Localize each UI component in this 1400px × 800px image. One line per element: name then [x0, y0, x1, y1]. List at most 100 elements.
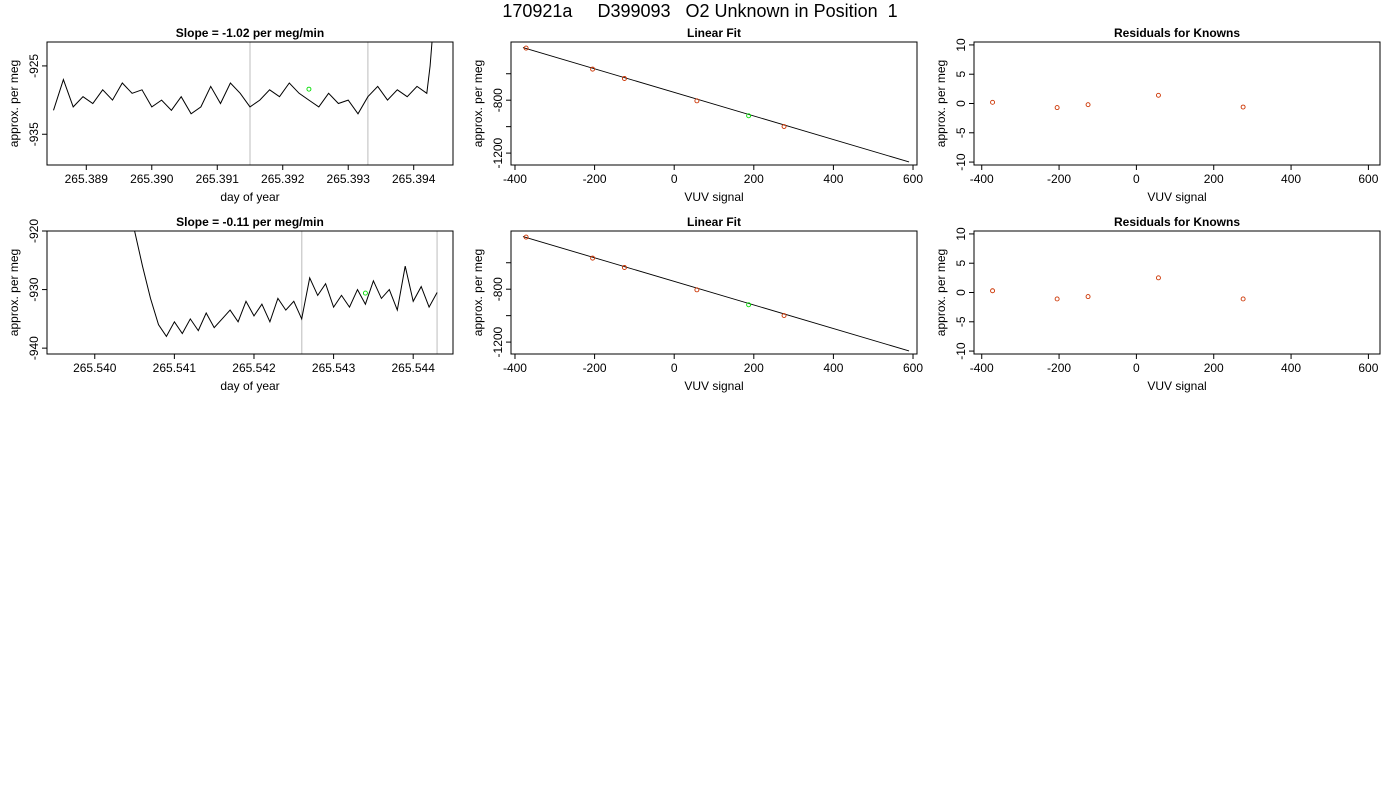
y-axis-label: approx. per meg: [934, 249, 948, 336]
x-tick-label: -400: [970, 172, 994, 186]
x-tick-label: 265.543: [312, 361, 356, 375]
y-tick-label: -920: [27, 219, 41, 243]
x-tick-label: 200: [744, 361, 764, 375]
plot-frame: [973, 41, 1381, 166]
y-tick-label: -800: [491, 277, 505, 301]
known-point: [990, 288, 996, 294]
known-point: [621, 76, 627, 81]
known-point: [1240, 104, 1246, 110]
x-tick-label: -200: [1047, 172, 1071, 186]
known-point: [621, 265, 627, 270]
y-tick-label: -1200: [491, 137, 505, 168]
y-tick-label: -940: [27, 336, 41, 360]
known-point: [1240, 296, 1246, 302]
x-tick-label: 265.541: [153, 361, 197, 375]
chart-residuals-2: -400 -200 0 200 400 600 10 5 0 -5 -10 Residuals for…: [934, 215, 1381, 393]
y-tick-label: -10: [954, 342, 968, 360]
x-tick-label: -200: [583, 361, 607, 375]
chart-timeseries-2: 265.540 265.541 265.542 265.543 265.544 -920 -…: [7, 215, 454, 393]
y-tick-label: -800: [491, 88, 505, 112]
x-tick-label: 265.542: [232, 361, 276, 375]
y-axis-label: approx. per meg: [471, 249, 485, 336]
unknown-point: [746, 302, 752, 308]
x-tick-label: 0: [671, 361, 678, 375]
y-tick-label: 5: [954, 260, 968, 267]
y-tick-label: 0: [954, 100, 968, 107]
x-tick-label: 0: [1133, 361, 1140, 375]
y-tick-label: 10: [954, 227, 968, 241]
chart-title: Linear Fit: [687, 26, 741, 40]
x-tick-label: 200: [744, 172, 764, 186]
y-tick-label: -10: [954, 153, 968, 171]
chart-timeseries-1: 265.389 265.390 265.391 265.392 265.393 265.3…: [7, 26, 454, 204]
y-tick-label: 5: [954, 71, 968, 78]
x-tick-label: -200: [583, 172, 607, 186]
x-tick-label: -200: [1047, 361, 1071, 375]
known-point: [694, 98, 700, 104]
chart-linearfit-1: -400 -200 0 200 400 600 -800 -1200 Linear Fit VUV…: [471, 26, 923, 204]
chart-title: Residuals for Knowns: [1114, 215, 1240, 229]
x-tick-label: 400: [823, 172, 843, 186]
chart-linearfit-2: -400 -200 0 200 400 600 -800 -1200 Linear Fit VUV…: [471, 215, 923, 393]
x-tick-label: 200: [1204, 361, 1224, 375]
x-tick-label: 265.540: [73, 361, 117, 375]
known-point: [590, 255, 596, 261]
x-tick-label: 265.394: [392, 172, 436, 186]
fit-line: [522, 236, 910, 352]
x-tick-label: 400: [1281, 361, 1301, 375]
x-tick-label: 400: [823, 361, 843, 375]
known-point: [1155, 275, 1161, 281]
known-point: [523, 234, 529, 240]
known-point: [523, 45, 529, 51]
series-line: [53, 42, 433, 115]
x-tick-label: 600: [903, 172, 923, 186]
chart-title: Slope = -0.11 per meg/min: [176, 215, 324, 229]
x-tick-label: 0: [1133, 172, 1140, 186]
known-point: [1085, 102, 1091, 108]
known-point: [990, 99, 996, 105]
known-point: [781, 124, 787, 129]
unknown-point: [746, 113, 752, 119]
x-tick-label: 265.544: [392, 361, 436, 375]
fit-line: [522, 47, 910, 163]
x-axis-label: VUV signal: [1147, 379, 1206, 393]
known-point: [1085, 294, 1091, 300]
x-tick-label: 600: [1358, 361, 1378, 375]
x-tick-label: -400: [970, 361, 994, 375]
y-axis-label: approx. per meg: [7, 249, 21, 336]
x-tick-label: 0: [671, 172, 678, 186]
x-axis-label: VUV signal: [684, 379, 743, 393]
x-tick-label: 400: [1281, 172, 1301, 186]
x-axis-label: day of year: [220, 190, 279, 204]
y-tick-label: 0: [954, 289, 968, 296]
known-point: [590, 66, 596, 72]
x-tick-label: 265.391: [196, 172, 240, 186]
figure-title: 170921a D399093 O2 Unknown in Position 1: [502, 1, 898, 21]
plot-frame: [46, 230, 454, 355]
x-tick-label: -400: [503, 361, 527, 375]
x-tick-label: 265.393: [327, 172, 371, 186]
x-tick-label: 265.389: [65, 172, 109, 186]
y-tick-label: 10: [954, 38, 968, 52]
y-tick-label: -1200: [491, 326, 505, 357]
chart-title: Residuals for Knowns: [1114, 26, 1240, 40]
known-point: [1054, 296, 1060, 302]
known-point: [1155, 92, 1161, 98]
known-point: [1054, 105, 1060, 111]
x-tick-label: -400: [503, 172, 527, 186]
y-tick-label: -5: [954, 127, 968, 138]
x-axis-label: day of year: [220, 379, 279, 393]
x-tick-label: 600: [1358, 172, 1378, 186]
x-tick-label: 265.392: [261, 172, 305, 186]
y-axis-label: approx. per meg: [471, 60, 485, 147]
known-point: [781, 313, 787, 318]
x-axis-label: VUV signal: [1147, 190, 1206, 204]
x-tick-label: 600: [903, 361, 923, 375]
y-tick-label: -930: [27, 277, 41, 301]
y-axis-label: approx. per meg: [7, 60, 21, 147]
series-line: [134, 231, 438, 338]
chart-residuals-1: -400 -200 0 200 400 600 10 5 0 -5 -10 Residuals for…: [934, 26, 1381, 204]
x-tick-label: 265.390: [130, 172, 174, 186]
x-tick-label: 200: [1204, 172, 1224, 186]
